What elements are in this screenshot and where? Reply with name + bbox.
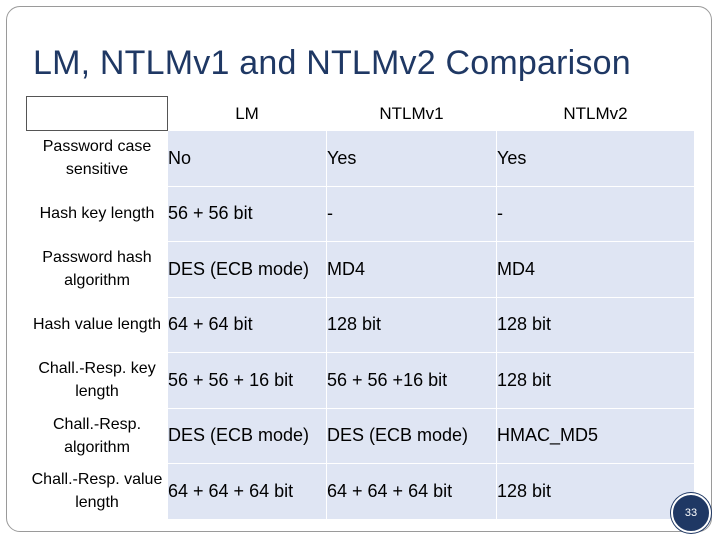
cell-lm: DES (ECB mode) (167, 407, 327, 464)
table-row: Password hash algorithm DES (ECB mode) M… (26, 241, 695, 298)
cell-ntlmv1: Yes (326, 130, 497, 187)
table-header-corner (26, 96, 168, 131)
row-label: Password hash algorithm (26, 241, 168, 298)
cell-ntlmv2: MD4 (496, 241, 695, 298)
row-label: Hash key length (26, 185, 168, 242)
cell-ntlmv2: - (496, 185, 695, 242)
cell-ntlmv1: - (326, 185, 497, 242)
page-number-badge: 33 (671, 493, 711, 533)
table-row: Chall.-Resp. algorithm DES (ECB mode) DE… (26, 407, 695, 464)
column-header-lm: LM (167, 96, 327, 131)
table-row: Hash key length 56 + 56 bit - - (26, 185, 695, 242)
row-label: Chall.-Resp. value length (26, 463, 168, 520)
row-label: Chall.-Resp. key length (26, 352, 168, 409)
row-label: Hash value length (26, 296, 168, 353)
cell-lm: 56 + 56 bit (167, 185, 327, 242)
row-label: Password case sensitive (26, 130, 168, 187)
cell-ntlmv1: DES (ECB mode) (326, 407, 497, 464)
cell-ntlmv1: MD4 (326, 241, 497, 298)
column-header-ntlmv2: NTLMv2 (496, 96, 695, 131)
cell-lm: 56 + 56 + 16 bit (167, 352, 327, 409)
table-row: Password case sensitive No Yes Yes (26, 130, 695, 187)
cell-ntlmv1: 56 + 56 +16 bit (326, 352, 497, 409)
table-row: Chall.-Resp. value length 64 + 64 + 64 b… (26, 463, 695, 520)
cell-lm: DES (ECB mode) (167, 241, 327, 298)
table-row: Chall.-Resp. key length 56 + 56 + 16 bit… (26, 352, 695, 409)
cell-ntlmv1: 128 bit (326, 296, 497, 353)
cell-ntlmv2: HMAC_MD5 (496, 407, 695, 464)
table-header-row: LM NTLMv1 NTLMv2 (26, 96, 695, 131)
cell-lm: No (167, 130, 327, 187)
slide-title: LM, NTLMv1 and NTLMv2 Comparison (33, 44, 631, 82)
cell-ntlmv2: Yes (496, 130, 695, 187)
cell-ntlmv2: 128 bit (496, 352, 695, 409)
cell-ntlmv2: 128 bit (496, 296, 695, 353)
table-row: Hash value length 64 + 64 bit 128 bit 12… (26, 296, 695, 353)
cell-lm: 64 + 64 + 64 bit (167, 463, 327, 520)
row-label: Chall.-Resp. algorithm (26, 407, 168, 464)
comparison-table: LM NTLMv1 NTLMv2 Password case sensitive… (26, 96, 695, 520)
cell-ntlmv2: 128 bit (496, 463, 695, 520)
cell-lm: 64 + 64 bit (167, 296, 327, 353)
column-header-ntlmv1: NTLMv1 (326, 96, 497, 131)
cell-ntlmv1: 64 + 64 + 64 bit (326, 463, 497, 520)
